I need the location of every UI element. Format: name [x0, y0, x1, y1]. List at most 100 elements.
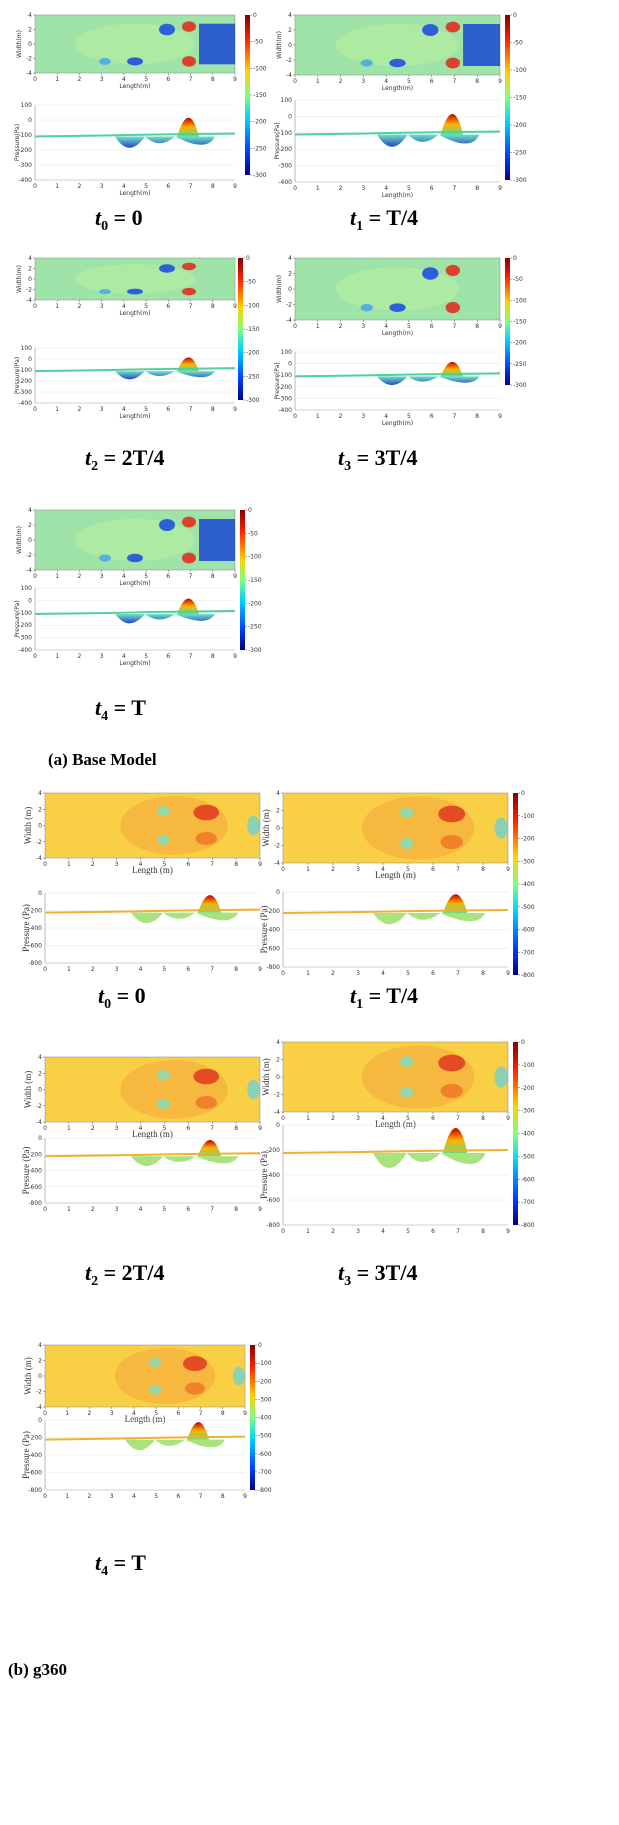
x-tick-label: 8	[475, 78, 479, 85]
y-tick-label: -200	[28, 1435, 42, 1442]
colorbar	[505, 258, 510, 385]
y-tick-label: -300	[278, 395, 292, 402]
x-tick-label: 1	[55, 653, 59, 660]
colorbar-label: -150	[513, 319, 527, 326]
colorbar-label: -100	[521, 1062, 535, 1069]
x-tick-label: 3	[100, 303, 104, 310]
sub: 1	[356, 219, 363, 234]
y-tick-label: -2	[274, 843, 280, 850]
x-tick-label: 4	[139, 1125, 143, 1132]
contour-blob	[149, 1357, 161, 1368]
x-tick-label: 2	[339, 78, 343, 85]
x-tick-label: 9	[243, 1410, 247, 1417]
y-tick-label: -200	[18, 378, 32, 385]
rhs: = 2T/4	[98, 1260, 164, 1285]
pressure-dip	[373, 913, 486, 925]
x-tick-label: 0	[281, 970, 285, 977]
x-tick-label: 6	[430, 413, 434, 420]
y-tick-label: -4	[36, 1404, 42, 1411]
x-tick-label: 8	[481, 1228, 485, 1235]
contour-blob	[400, 837, 414, 850]
pressure-surface	[34, 610, 236, 616]
x-tick-label: 4	[384, 185, 388, 192]
colorbar-label: -200	[253, 119, 267, 126]
x-tick-label: 3	[361, 185, 365, 192]
x-tick-label: 4	[122, 303, 126, 310]
pressure-surface	[282, 909, 509, 914]
contour-blob	[445, 264, 461, 276]
axis-label: Width (m)	[23, 1071, 33, 1108]
x-tick-label: 2	[339, 323, 343, 330]
x-tick-label: 2	[91, 861, 95, 868]
sub: 2	[91, 459, 98, 474]
x-tick-label: 9	[233, 573, 237, 580]
x-tick-label: 5	[407, 185, 411, 192]
contour-blob	[185, 1382, 205, 1395]
y-tick-label: -4	[26, 70, 32, 77]
y-tick-label: -100	[278, 130, 292, 137]
colorbar-label: 0	[248, 507, 252, 514]
x-tick-label: 3	[100, 406, 104, 413]
x-tick-label: 8	[211, 653, 215, 660]
pressure-peak	[197, 1139, 222, 1157]
colorbar-label: -200	[246, 350, 260, 357]
y-tick-label: 2	[38, 1358, 42, 1365]
axis-label: Pressure(Pa)	[274, 362, 281, 399]
x-tick-label: 0	[33, 303, 37, 310]
x-tick-label: 6	[186, 966, 190, 973]
sub: 3	[344, 1274, 351, 1289]
x-tick-label: 5	[406, 866, 410, 873]
x-tick-label: 7	[189, 303, 193, 310]
colorbar-label: -100	[253, 65, 267, 72]
y-tick-label: 0	[38, 823, 42, 830]
x-tick-label: 3	[115, 1206, 119, 1213]
x-tick-label: 2	[78, 573, 82, 580]
x-tick-label: 3	[361, 413, 365, 420]
panel-label: t0 = 0	[98, 983, 146, 1012]
axis-label: Width(m)	[276, 31, 283, 59]
x-tick-label: 9	[498, 413, 502, 420]
contour-blob	[360, 59, 373, 67]
pressure-surface	[44, 1435, 246, 1441]
axis-label: Width(m)	[16, 526, 23, 554]
x-tick-label: 4	[122, 406, 126, 413]
x-tick-label: 3	[115, 966, 119, 973]
axis-label: Pressure(Pa)	[14, 124, 21, 161]
colorbar-label: -500	[258, 1433, 272, 1440]
contour-blob	[99, 289, 111, 295]
contour-blob	[127, 288, 143, 295]
x-tick-label: 8	[234, 861, 238, 868]
y-tick-label: 4	[38, 1054, 42, 1061]
panel-label: t4 = T	[95, 695, 146, 724]
x-tick-label: 7	[189, 183, 193, 190]
x-tick-label: 5	[144, 303, 148, 310]
x-tick-label: 9	[506, 866, 510, 873]
var: t	[350, 983, 357, 1008]
x-tick-label: 2	[88, 1410, 92, 1417]
contour-blob	[120, 1060, 228, 1119]
colorbar-label: -200	[258, 1378, 272, 1385]
contour-blob	[440, 835, 463, 849]
y-tick-label: -100	[18, 132, 32, 139]
x-tick-label: 5	[144, 76, 148, 83]
contour-blob	[389, 58, 406, 68]
y-tick-label: -2	[26, 552, 32, 559]
y-tick-label: 100	[281, 349, 293, 356]
x-tick-label: 6	[166, 76, 170, 83]
contour-blob	[400, 1056, 414, 1068]
x-tick-label: 2	[91, 1125, 95, 1132]
y-tick-label: -300	[18, 389, 32, 396]
y-tick-label: -200	[18, 622, 32, 629]
axis-label: Pressure(Pa)	[274, 122, 281, 159]
y-tick-label: 0	[38, 890, 42, 897]
x-tick-label: 0	[43, 1206, 47, 1213]
y-tick-label: 0	[28, 41, 32, 48]
x-tick-label: 7	[210, 1206, 214, 1213]
y-tick-label: 100	[21, 102, 33, 109]
y-tick-label: -4	[274, 860, 280, 867]
contour-blob	[182, 287, 196, 296]
pressure-dip	[373, 1153, 486, 1168]
x-tick-label: 5	[163, 861, 167, 868]
rhs: = 3T/4	[351, 1260, 417, 1285]
var: t	[85, 445, 92, 470]
